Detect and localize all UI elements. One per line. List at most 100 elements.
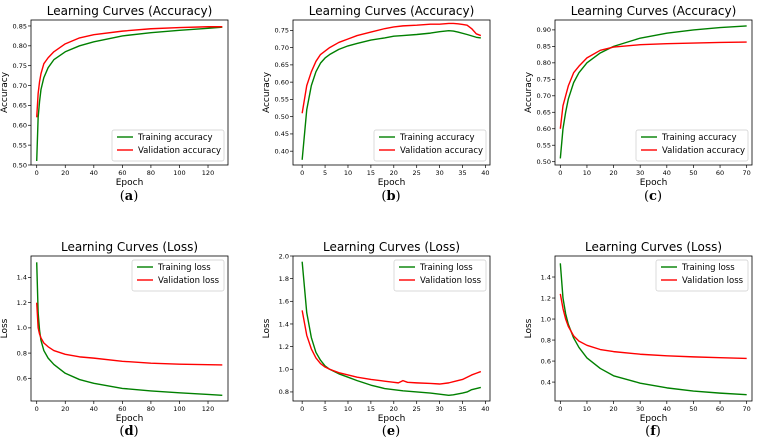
y-tick-label: 0.50: [13, 161, 27, 169]
x-tick-label: 30: [435, 405, 443, 413]
y-tick-label: 0.75: [13, 62, 27, 70]
legend: Training accuracy Validation accuracy: [111, 129, 225, 162]
legend-label: Training loss: [157, 263, 211, 273]
y-tick-label: 0.55: [537, 142, 551, 150]
x-tick-label: 30: [636, 405, 644, 413]
x-tick-label: 50: [689, 405, 697, 413]
panel-caption-letter: c: [649, 189, 657, 204]
series-line-validation: [36, 26, 223, 118]
y-tick-label: 0.60: [537, 125, 551, 133]
y-axis-label: Loss: [0, 318, 10, 338]
y-tick-label: 0.45: [275, 130, 289, 138]
y-tick-label: 0.50: [275, 113, 289, 121]
legend: Training loss Validation loss: [131, 259, 225, 292]
series-line-validation: [36, 302, 223, 366]
chart-title: Learning Curves (Loss): [61, 240, 198, 254]
x-tick-label: 20: [609, 169, 617, 177]
x-tick-label: 60: [716, 405, 724, 413]
x-tick-label: 25: [413, 405, 421, 413]
y-tick-label: 0.70: [13, 82, 27, 90]
legend-box: [131, 259, 225, 292]
legend-label: Training accuracy: [137, 133, 213, 143]
y-tick-label: 1.4: [541, 273, 551, 281]
panel-caption-letter: b: [386, 189, 395, 204]
x-tick-label: 0: [558, 405, 562, 413]
x-tick-label: 70: [743, 169, 751, 177]
x-tick-label: 50: [689, 169, 697, 177]
y-tick-label: 0.40: [275, 147, 289, 155]
x-tick-label: 0: [300, 169, 304, 177]
legend-label: Validation loss: [682, 276, 744, 286]
y-tick-label: 1.8: [279, 275, 289, 283]
x-tick-label: 20: [390, 405, 398, 413]
y-tick-label: 1.2: [17, 299, 27, 307]
y-tick-label: 0.70: [275, 44, 289, 52]
y-tick-label: 1.0: [279, 366, 289, 374]
y-axis-label: Accuracy: [262, 71, 272, 113]
y-tick-label: 0.50: [537, 158, 551, 166]
x-tick-label: 60: [118, 405, 126, 413]
x-tick-label: 35: [458, 169, 466, 177]
panel-caption-letter: d: [124, 424, 133, 439]
plot-frame: [554, 255, 753, 402]
series-line-training: [301, 261, 482, 397]
y-tick-label: 1.0: [541, 315, 551, 323]
x-axis-label: Epoch: [116, 414, 144, 424]
y-tick-label: 0.75: [537, 76, 551, 84]
x-tick-label: 35: [458, 405, 466, 413]
x-tick-label: 0: [300, 405, 304, 413]
legend-box: [655, 259, 749, 292]
legend: Training accuracy Validation accuracy: [373, 129, 487, 162]
x-tick-label: 100: [173, 169, 185, 177]
series-line-validation: [559, 293, 747, 360]
x-tick-label: 20: [390, 169, 398, 177]
y-tick-label: 2.0: [279, 252, 289, 260]
y-tick-label: 0.80: [537, 59, 551, 67]
plot-frame: [292, 255, 491, 402]
y-axis-label: Loss: [524, 318, 534, 338]
y-tick-label: 0.70: [537, 92, 551, 100]
legend-box: [635, 129, 749, 162]
y-tick-label: 0.60: [13, 122, 27, 130]
y-axis-label: Accuracy: [0, 71, 10, 113]
plot-frame: [30, 255, 229, 402]
legend-label: Validation accuracy: [662, 146, 745, 156]
legend-label: Training loss: [681, 263, 735, 273]
series-line-training: [301, 30, 481, 160]
chart-panel-c: Learning Curves (Accuracy) 0 10 20 30 40 50 60 7…: [524, 4, 753, 204]
y-tick-label: 0.4: [541, 378, 551, 386]
legend-label: Validation loss: [420, 276, 482, 286]
chart-title: Learning Curves (Loss): [323, 240, 460, 254]
series-line-validation: [301, 310, 482, 385]
series-line-validation: [559, 41, 747, 129]
y-tick-label: 0.55: [13, 141, 27, 149]
legend-label: Validation accuracy: [138, 146, 221, 156]
panel-caption: (e): [382, 424, 400, 439]
x-tick-label: 20: [609, 405, 617, 413]
x-tick-label: 10: [344, 405, 352, 413]
panel-caption: (c): [644, 189, 662, 204]
legend: Training loss Validation loss: [655, 259, 749, 292]
series-line-validation: [301, 22, 482, 114]
x-tick-label: 80: [147, 169, 155, 177]
y-tick-label: 0.80: [13, 42, 27, 50]
y-tick-label: 0.65: [537, 109, 551, 117]
x-tick-label: 10: [583, 169, 591, 177]
plot-frame: [30, 19, 229, 166]
legend-label: Training accuracy: [661, 133, 737, 143]
y-axis-label: Loss: [262, 318, 272, 338]
x-tick-label: 40: [90, 169, 98, 177]
y-tick-label: 0.65: [13, 102, 27, 110]
legend: Training accuracy Validation accuracy: [635, 129, 749, 162]
x-tick-label: 40: [663, 169, 671, 177]
x-tick-label: 100: [173, 405, 185, 413]
chart-title: Learning Curves (Accuracy): [309, 4, 475, 18]
y-tick-label: 0.75: [275, 27, 289, 35]
x-tick-label: 30: [435, 169, 443, 177]
y-tick-label: 0.8: [541, 336, 551, 344]
y-tick-label: 0.8: [279, 388, 289, 396]
chart-panel-d: Learning Curves (Loss) 0 20 40 60 80 100 120 0.6…: [0, 240, 229, 439]
x-tick-label: 15: [367, 405, 375, 413]
x-axis-label: Epoch: [640, 414, 668, 424]
x-tick-label: 10: [344, 169, 352, 177]
